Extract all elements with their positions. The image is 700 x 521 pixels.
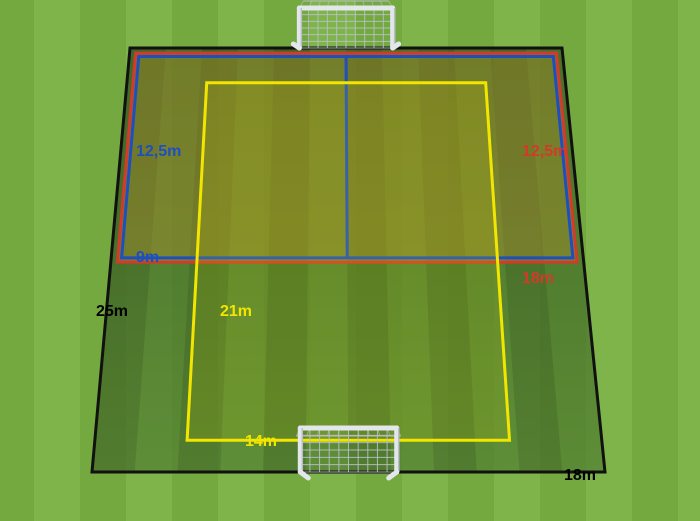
pitch-svg bbox=[0, 0, 700, 521]
top-goal bbox=[293, 1, 398, 48]
pitch-diagram: 12,5m 12,5m 9m 18m 21m 25m 14m 18m bbox=[0, 0, 700, 521]
